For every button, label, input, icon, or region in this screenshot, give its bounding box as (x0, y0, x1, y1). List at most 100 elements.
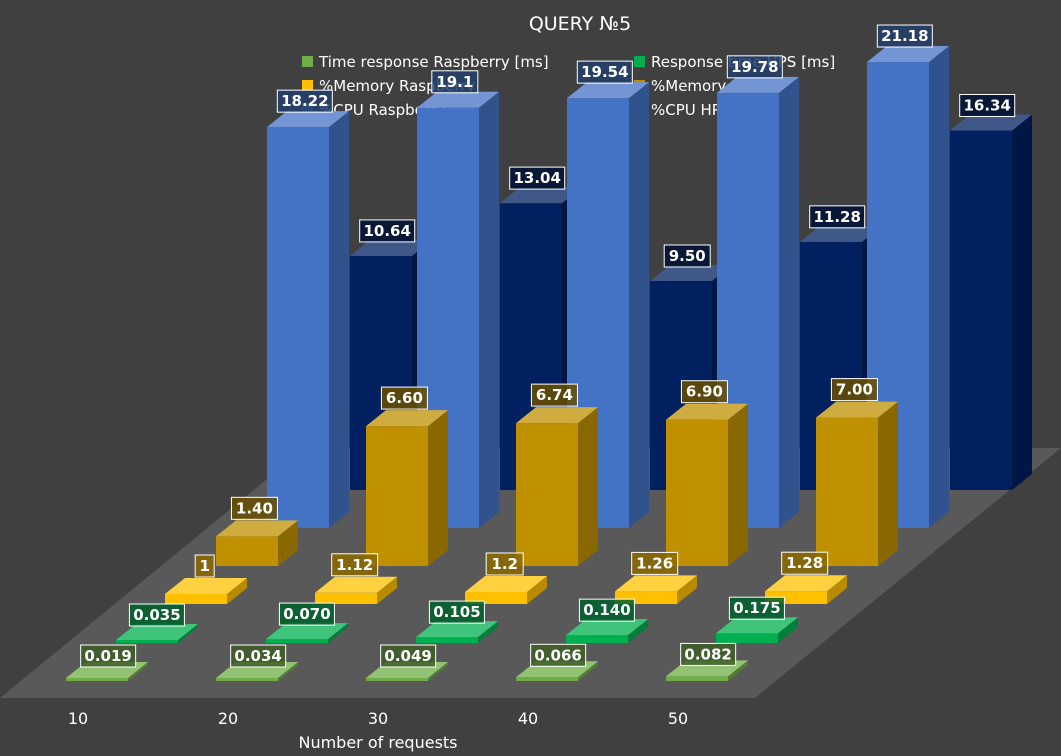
data-label-box (830, 378, 878, 402)
bar-top (650, 265, 732, 281)
data-label-text: 0.035 (133, 606, 180, 624)
bar-front (516, 423, 578, 566)
data-label-text: 13.04 (513, 169, 560, 187)
data-label: 19.54 (576, 60, 633, 84)
data-label-box (331, 553, 379, 577)
bar-side (827, 575, 847, 604)
bar-side (377, 576, 397, 604)
data-label-box (128, 603, 185, 627)
bar-side (728, 660, 748, 681)
bar (716, 617, 798, 643)
bar-side (778, 617, 798, 643)
bar-side (428, 662, 448, 681)
data-label-text: 21.18 (881, 27, 928, 45)
data-label: 1 (194, 554, 215, 578)
bar-side (578, 661, 598, 681)
data-label-box (278, 602, 335, 626)
bar (666, 403, 748, 566)
data-label-box (530, 643, 587, 667)
bar-top (765, 575, 847, 592)
bar-side (878, 401, 898, 566)
bar-front (66, 678, 128, 681)
x-tick-label: 10 (68, 709, 88, 728)
data-label: 9.50 (663, 244, 711, 268)
bar-front (366, 426, 428, 566)
data-label: 0.082 (680, 642, 737, 666)
data-label-box (509, 166, 566, 190)
bar (516, 407, 598, 566)
bar-side (629, 82, 649, 529)
bar-top (165, 578, 247, 594)
data-label-text: 0.049 (384, 647, 431, 665)
data-label: 1.28 (781, 551, 829, 575)
bar-top (615, 575, 697, 592)
data-label-text: 6.74 (536, 386, 573, 404)
data-label-text: 9.50 (669, 247, 706, 265)
bar-top (867, 46, 949, 63)
data-label-text: 1.40 (236, 499, 273, 517)
data-label-box (380, 644, 437, 668)
data-label-text: 16.34 (963, 97, 1010, 115)
data-label-box (728, 596, 785, 620)
legend-swatch (302, 56, 313, 67)
data-label-box (578, 598, 635, 622)
data-label-box (359, 219, 416, 243)
bar-side (728, 403, 748, 566)
data-label: 19.78 (726, 55, 783, 79)
bar-side (929, 46, 949, 528)
data-label-text: 1.2 (491, 555, 518, 573)
data-label-text: 6.90 (686, 383, 723, 401)
bar-side (1012, 114, 1032, 491)
bar-top (800, 225, 882, 242)
data-label-text: 10.64 (363, 222, 410, 240)
data-label: 0.070 (278, 602, 335, 626)
data-label-text: 7.00 (836, 381, 873, 399)
data-label: 6.60 (380, 386, 428, 410)
bar (267, 111, 349, 528)
data-label-box (230, 644, 287, 668)
bar-front (666, 676, 728, 681)
bar (165, 578, 247, 604)
x-tick-label: 30 (368, 709, 388, 728)
bar-front (366, 678, 428, 681)
data-label-text: 11.28 (813, 208, 860, 226)
bar-top (666, 403, 748, 420)
bar-top (216, 520, 298, 537)
legend-entry: Time response Raspberry [ms] (318, 53, 549, 71)
bar-top (500, 187, 582, 204)
data-label-text: 0.175 (733, 599, 780, 617)
bar-top (950, 114, 1032, 131)
bar (816, 401, 898, 566)
bar-side (677, 575, 697, 604)
data-label-text: 19.78 (731, 58, 778, 76)
data-label: 1.40 (230, 496, 278, 520)
bar-side (527, 576, 547, 604)
data-label: 18.22 (276, 89, 333, 113)
data-label: 1.2 (485, 552, 524, 576)
bar-front (950, 130, 1012, 490)
bar-front (165, 594, 227, 604)
bar-side (428, 410, 448, 566)
bar (216, 520, 298, 566)
bar (416, 621, 498, 643)
bar-side (328, 623, 348, 643)
data-label-box (194, 554, 215, 578)
data-label-box (431, 70, 479, 94)
data-label-text: 1.12 (336, 556, 373, 574)
bar-top (350, 239, 432, 256)
data-label-box (276, 89, 333, 113)
bar-top (717, 76, 799, 93)
bar-side (128, 662, 148, 681)
bar-front (816, 417, 878, 566)
data-label: 7.00 (830, 378, 878, 402)
legend-entry: %CPU Raspberry (319, 101, 445, 119)
data-label: 6.90 (680, 380, 728, 404)
bar-front (516, 677, 578, 681)
bar-front (566, 635, 628, 643)
bar (266, 623, 348, 643)
data-label-box (680, 380, 728, 404)
data-label-text: 0.070 (283, 605, 330, 623)
bar-top (315, 576, 397, 593)
data-label: 0.035 (128, 603, 185, 627)
bar-top (266, 623, 348, 640)
